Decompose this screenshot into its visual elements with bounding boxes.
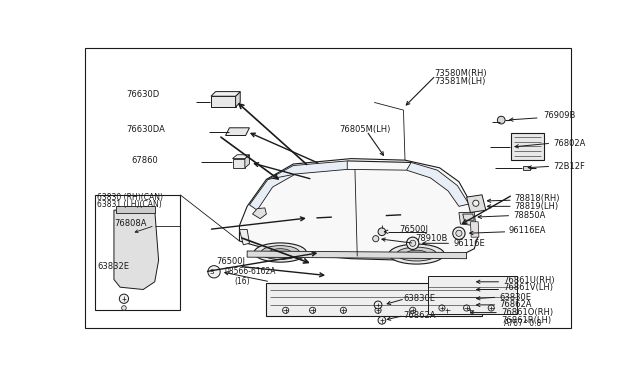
Circle shape xyxy=(410,240,416,246)
Text: S: S xyxy=(209,269,214,275)
Circle shape xyxy=(374,301,382,309)
Circle shape xyxy=(122,306,126,310)
Circle shape xyxy=(372,235,379,242)
Text: 76909B: 76909B xyxy=(543,111,576,120)
Polygon shape xyxy=(239,158,478,260)
Text: A767^0.8: A767^0.8 xyxy=(504,319,542,328)
Circle shape xyxy=(452,227,465,240)
Bar xyxy=(428,276,516,314)
Text: 76802A: 76802A xyxy=(553,139,585,148)
Bar xyxy=(266,283,482,316)
Text: 78910B: 78910B xyxy=(416,234,448,243)
Text: 76630DA: 76630DA xyxy=(126,125,165,134)
Text: 72B12F: 72B12F xyxy=(553,162,585,171)
Text: 78850A: 78850A xyxy=(513,211,545,220)
Text: 73581M(LH): 73581M(LH) xyxy=(435,77,486,86)
Ellipse shape xyxy=(397,247,436,261)
Text: 67860: 67860 xyxy=(132,155,159,165)
Text: 76861V(LH): 76861V(LH) xyxy=(504,283,554,292)
Polygon shape xyxy=(114,210,159,289)
Text: 96116EA: 96116EA xyxy=(509,227,547,235)
Polygon shape xyxy=(470,222,479,237)
Text: 76862A: 76862A xyxy=(403,311,436,320)
Text: 76861R(LH): 76861R(LH) xyxy=(501,316,552,325)
Text: 63830 (RH)(CAN): 63830 (RH)(CAN) xyxy=(97,193,163,202)
Polygon shape xyxy=(250,161,348,210)
Ellipse shape xyxy=(261,246,300,260)
Ellipse shape xyxy=(389,244,444,264)
Circle shape xyxy=(406,237,419,250)
Text: 76805M(LH): 76805M(LH) xyxy=(340,125,391,134)
Text: (16): (16) xyxy=(234,277,250,286)
Polygon shape xyxy=(247,251,467,259)
Polygon shape xyxy=(236,92,240,107)
Bar xyxy=(511,133,543,160)
Circle shape xyxy=(497,116,505,124)
Text: 63831 (LH)(CAN): 63831 (LH)(CAN) xyxy=(97,200,162,209)
Text: 76808A: 76808A xyxy=(114,219,147,228)
Bar xyxy=(95,195,180,310)
Text: 63832E: 63832E xyxy=(97,262,129,271)
Ellipse shape xyxy=(406,250,428,258)
Circle shape xyxy=(378,228,386,235)
Polygon shape xyxy=(406,163,469,206)
Polygon shape xyxy=(467,195,486,212)
Ellipse shape xyxy=(269,249,291,256)
Text: 96116E: 96116E xyxy=(454,239,485,248)
Polygon shape xyxy=(245,155,250,168)
Text: 73580M(RH): 73580M(RH) xyxy=(435,70,487,78)
Text: 78819(LH): 78819(LH) xyxy=(515,202,559,211)
Polygon shape xyxy=(463,214,474,220)
Text: 76861U(RH): 76861U(RH) xyxy=(504,276,555,285)
Text: 08566-6162A: 08566-6162A xyxy=(224,267,276,276)
Polygon shape xyxy=(523,166,530,170)
Circle shape xyxy=(473,200,479,206)
Polygon shape xyxy=(232,155,250,158)
Circle shape xyxy=(378,317,386,324)
Circle shape xyxy=(456,230,462,236)
Text: 63830E: 63830E xyxy=(500,293,532,302)
Polygon shape xyxy=(459,212,476,225)
Circle shape xyxy=(119,294,129,303)
Polygon shape xyxy=(232,158,245,168)
Polygon shape xyxy=(211,96,236,107)
Polygon shape xyxy=(211,92,240,96)
Polygon shape xyxy=(253,208,266,219)
Polygon shape xyxy=(225,128,250,135)
Circle shape xyxy=(208,266,220,278)
Polygon shape xyxy=(239,230,250,245)
Ellipse shape xyxy=(254,243,307,262)
Text: 76862A: 76862A xyxy=(500,301,532,310)
Text: 76500J: 76500J xyxy=(216,257,245,266)
Text: 76861O(RH): 76861O(RH) xyxy=(501,308,554,317)
Text: 76500J: 76500J xyxy=(399,225,429,234)
Polygon shape xyxy=(116,206,155,212)
Text: 76630D: 76630D xyxy=(126,90,159,99)
Text: 78818(RH): 78818(RH) xyxy=(515,194,560,203)
Text: 63830E: 63830E xyxy=(403,294,435,303)
